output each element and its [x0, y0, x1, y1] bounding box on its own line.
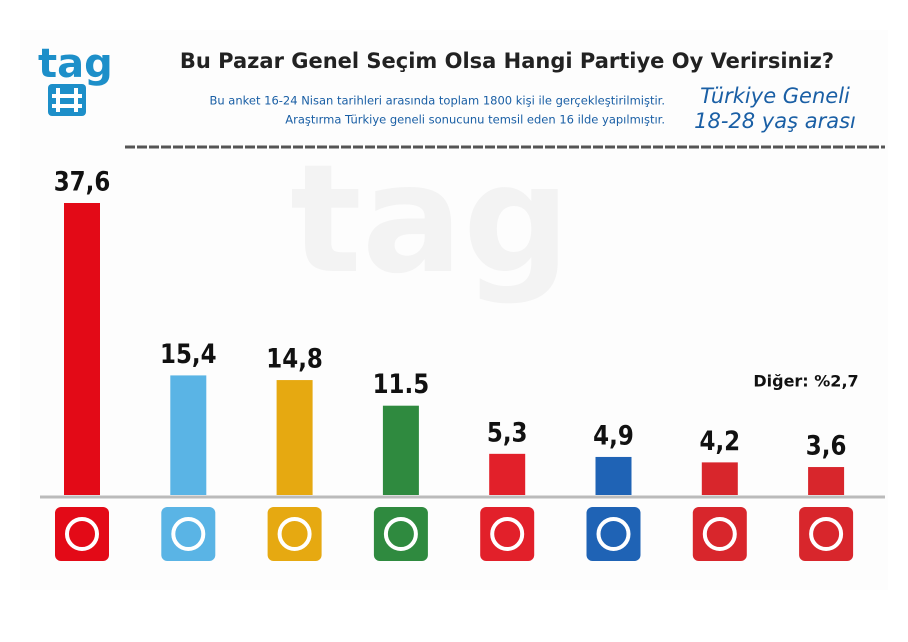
- party-logo-emblem: [65, 517, 99, 551]
- bar: [489, 453, 526, 495]
- bar: [276, 380, 313, 495]
- party-logo-emblem: [383, 517, 418, 551]
- chart-title: Bu Pazar Genel Seçim Olsa Hangi Partiye …: [180, 49, 834, 73]
- value-label: 3,6: [806, 430, 847, 461]
- party-logo: [267, 507, 322, 561]
- bar: [595, 456, 632, 495]
- value-label: 4,9: [593, 420, 634, 451]
- bar: [382, 405, 419, 495]
- value-label: 37,6: [54, 166, 111, 197]
- value-label: 11.5: [373, 368, 430, 399]
- bar: [64, 203, 100, 495]
- bar: [701, 462, 738, 495]
- brand-hash: [52, 88, 82, 112]
- subtitle: Araştırma Türkiye geneli sonucunu temsil…: [285, 113, 665, 127]
- scope: Türkiye Geneli: [700, 84, 850, 108]
- value-label: 15,4: [160, 338, 217, 369]
- brand-mark: [48, 84, 86, 116]
- party-logo-emblem: [596, 517, 631, 551]
- party-logo-emblem: [809, 517, 844, 551]
- bar: [808, 467, 845, 495]
- party-logo: [692, 507, 747, 561]
- bar: [170, 375, 207, 495]
- annotation: Diğer: %2,7: [753, 372, 858, 391]
- party-logo: [55, 507, 109, 561]
- party-logo: [161, 507, 216, 561]
- value-label: 4,2: [699, 425, 740, 456]
- brand-logo: tag: [38, 41, 113, 87]
- party-logo: [373, 507, 428, 561]
- party-logo: [480, 507, 535, 561]
- party-logo-emblem: [277, 517, 312, 551]
- value-label: 5,3: [487, 417, 528, 448]
- party-logo-emblem: [490, 517, 525, 551]
- party-logo: [799, 507, 854, 561]
- subtitle: Bu anket 16-24 Nisan tarihleri arasında …: [209, 94, 665, 108]
- party-logo-emblem: [171, 517, 206, 551]
- watermark: tag: [290, 133, 570, 307]
- value-label: 14,8: [266, 343, 323, 374]
- scope: 18-28 yaş arası: [694, 109, 856, 133]
- party-logo: [586, 507, 641, 561]
- party-logo-emblem: [702, 517, 737, 551]
